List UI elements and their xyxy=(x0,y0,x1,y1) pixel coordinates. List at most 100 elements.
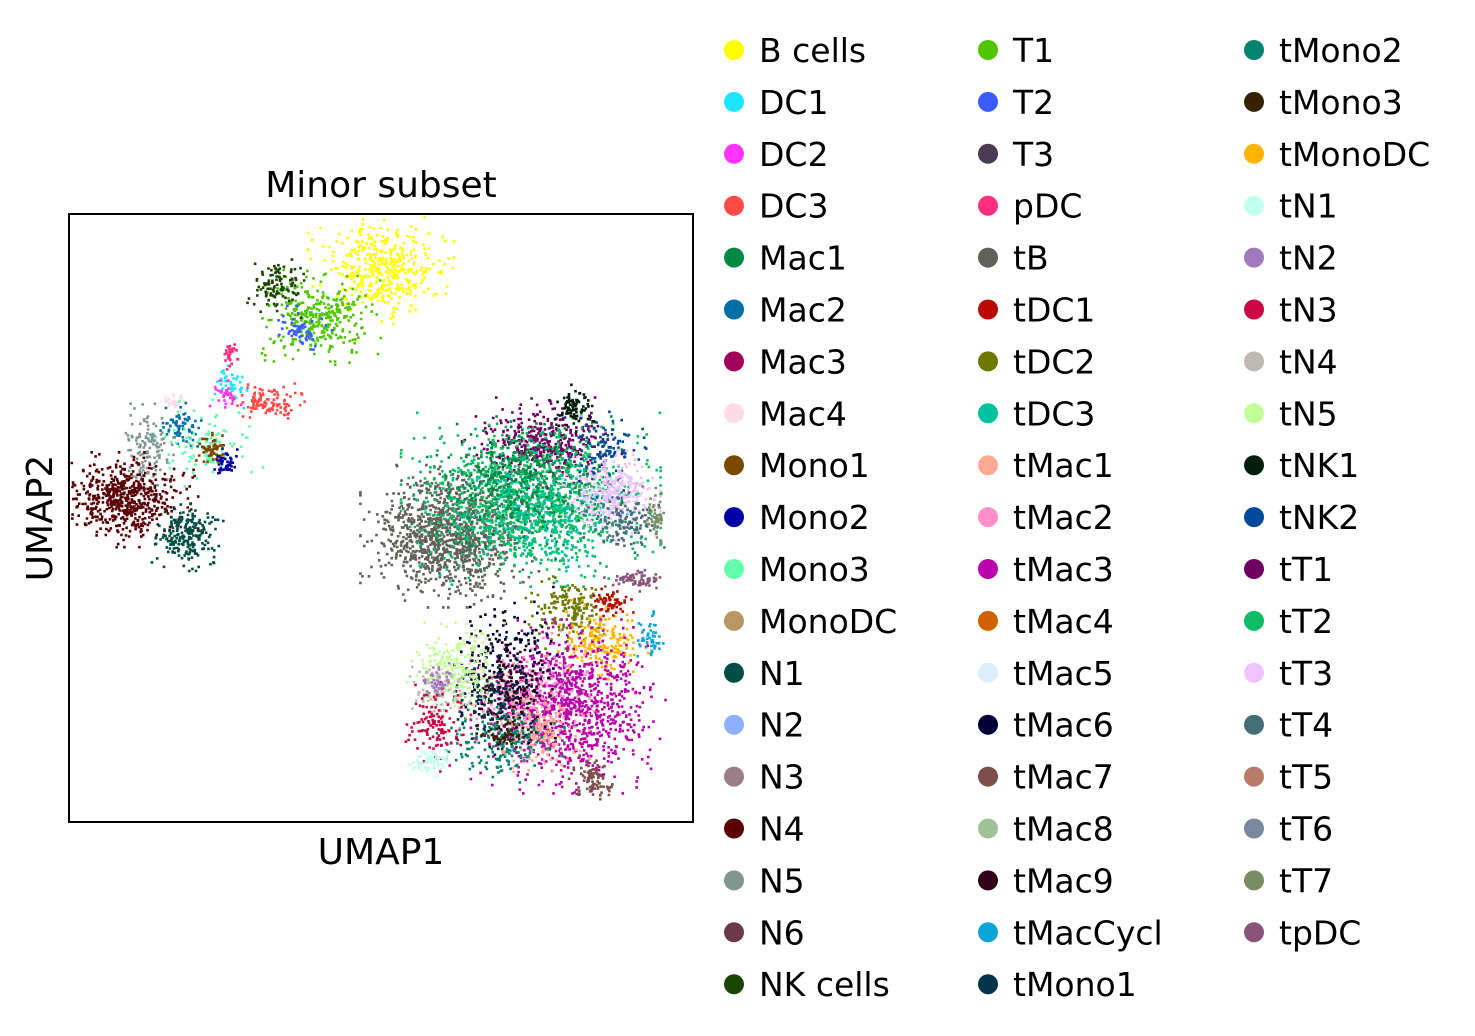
cluster-points xyxy=(123,402,175,493)
legend-marker xyxy=(978,143,998,164)
legend-label: Mac2 xyxy=(759,291,847,330)
legend-label: DC1 xyxy=(759,83,828,122)
legend-label: Mac1 xyxy=(759,239,847,278)
legend-label: tMac8 xyxy=(1013,810,1114,849)
legend-item: N2 xyxy=(724,706,805,745)
cluster-tdc1 xyxy=(592,587,635,618)
legend-marker xyxy=(724,507,744,528)
legend-marker xyxy=(724,662,744,683)
cluster-points xyxy=(70,451,200,549)
legend-label: N3 xyxy=(759,758,805,797)
legend-item: N6 xyxy=(724,913,805,952)
cluster-points xyxy=(603,568,662,593)
legend-label: NK cells xyxy=(759,965,890,1004)
legend-marker xyxy=(978,91,998,112)
legend-item: tT6 xyxy=(1244,810,1333,849)
legend-item: tMono1 xyxy=(978,965,1137,1004)
legend-marker xyxy=(724,610,744,631)
legend-marker xyxy=(1244,195,1264,216)
legend-item: tMac6 xyxy=(978,706,1114,745)
legend-item: tMac4 xyxy=(978,602,1114,641)
legend-label: tN1 xyxy=(1279,187,1338,226)
cluster-points xyxy=(567,754,614,801)
cluster-dc2 xyxy=(208,379,243,409)
legend-marker xyxy=(1244,351,1264,372)
cluster-points xyxy=(553,383,596,433)
cluster-nk-cells xyxy=(246,258,306,319)
legend-item: tMac7 xyxy=(978,758,1114,797)
cluster-points xyxy=(435,702,566,784)
cluster-tmono2 xyxy=(435,702,566,784)
legend-marker xyxy=(978,299,998,320)
legend-marker xyxy=(978,351,998,372)
legend-item: tMac9 xyxy=(978,861,1114,900)
legend-label: tN3 xyxy=(1279,291,1338,330)
legend-marker xyxy=(1244,818,1264,839)
cluster-points xyxy=(159,401,203,448)
cluster-n1 xyxy=(150,502,225,573)
legend-marker xyxy=(1244,766,1264,787)
legend-marker xyxy=(978,870,998,891)
legend-item: MonoDC xyxy=(724,602,897,641)
cluster-tdc2 xyxy=(524,575,616,650)
legend-item: N5 xyxy=(724,861,805,900)
legend-label: tMac2 xyxy=(1013,498,1114,537)
legend-item: N4 xyxy=(724,810,805,849)
legend-marker xyxy=(724,714,744,735)
legend-item: Mac3 xyxy=(724,342,847,381)
legend-marker xyxy=(1244,299,1264,320)
legend-label: Mac4 xyxy=(759,394,847,433)
legend-marker xyxy=(1244,247,1264,268)
legend-label: tMonoDC xyxy=(1279,135,1430,174)
legend-marker xyxy=(978,40,998,60)
cluster-points xyxy=(557,598,650,681)
cluster-mac2 xyxy=(159,401,203,448)
legend-item: tT3 xyxy=(1244,654,1333,693)
legend-label: tMac4 xyxy=(1013,602,1114,641)
cluster-tdc3 xyxy=(438,466,636,583)
legend-marker xyxy=(978,714,998,735)
legend-label: tN2 xyxy=(1279,239,1338,278)
legend-label: tMacCycl xyxy=(1013,913,1163,952)
cluster-tn1 xyxy=(408,749,449,779)
legend-label: tMono3 xyxy=(1279,83,1403,122)
cluster-points xyxy=(408,749,449,779)
cluster-points xyxy=(260,268,383,367)
legend-label: tT5 xyxy=(1279,758,1333,797)
cluster-points xyxy=(277,304,334,351)
legend-label: tT4 xyxy=(1279,706,1333,745)
legend-label: B cells xyxy=(759,31,866,70)
legend-marker xyxy=(724,870,744,891)
cluster-points xyxy=(563,410,648,500)
legend-label: tDC1 xyxy=(1013,291,1095,330)
legend-marker xyxy=(978,974,998,995)
cluster-points xyxy=(561,448,662,543)
legend-marker xyxy=(978,247,998,268)
cluster-points xyxy=(226,382,306,420)
legend-label: tpDC xyxy=(1279,913,1361,952)
legend-item: tDC2 xyxy=(978,342,1095,381)
legend-label: N2 xyxy=(759,706,805,745)
legend-label: T3 xyxy=(1012,135,1054,174)
legend-item: tT1 xyxy=(1244,550,1333,589)
cluster-mono3 xyxy=(151,398,265,488)
legend-label: Mono3 xyxy=(759,550,870,589)
legend-label: tT3 xyxy=(1279,654,1333,693)
legend-item: tB xyxy=(978,239,1049,278)
cluster-tpdc xyxy=(603,568,662,593)
cluster-points xyxy=(524,575,616,650)
legend-marker xyxy=(724,40,744,60)
legend-label: tMono2 xyxy=(1279,31,1403,70)
legend-label: N5 xyxy=(759,861,805,900)
cluster-pdc xyxy=(223,343,240,371)
legend-marker xyxy=(724,247,744,268)
cluster-points xyxy=(150,502,225,573)
legend-marker xyxy=(978,195,998,216)
legend-marker xyxy=(724,195,744,216)
legend-item: DC1 xyxy=(724,83,828,122)
legend-marker xyxy=(978,610,998,631)
cluster-tmac3 xyxy=(469,618,667,795)
legend-item: Mono2 xyxy=(724,498,870,537)
cluster-tn2 xyxy=(422,661,451,697)
